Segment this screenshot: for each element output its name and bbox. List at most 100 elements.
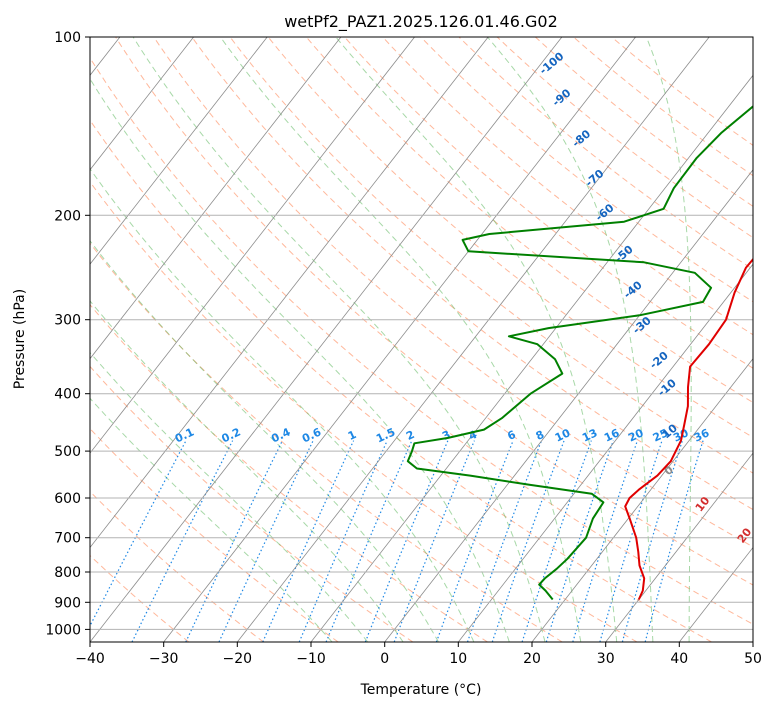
moist-adiabat-label: -100 xyxy=(537,49,567,77)
y-axis-label: Pressure (hPa) xyxy=(12,289,28,389)
mixing-ratio-line xyxy=(262,440,355,642)
mixing-ratio-line xyxy=(521,440,592,642)
isotherm-line xyxy=(90,37,563,642)
moist-adiabat-line xyxy=(132,37,546,642)
dry-adiabat-line xyxy=(305,37,753,404)
mixing-ratio-line xyxy=(491,440,565,642)
mixing-ratio-label: 4 xyxy=(467,428,480,443)
dry-adiabat-line xyxy=(90,365,414,642)
y-tick-label: 400 xyxy=(54,387,81,403)
x-tick-label: 40 xyxy=(670,651,688,667)
mixing-ratio-label: 3 xyxy=(440,428,452,443)
mixing-ratio-label: 0.1 xyxy=(173,425,196,445)
mixing-ratio-label: 1.5 xyxy=(374,425,397,445)
mixing-ratio-line xyxy=(572,440,638,642)
isotherm-line xyxy=(531,358,753,642)
dry-adiabat-line xyxy=(229,37,753,474)
mixing-ratio-line xyxy=(90,440,187,628)
mixing-ratio-label: 0.6 xyxy=(300,425,323,445)
y-axis: 100 200 300 400 500 600 700 800 900 1000 xyxy=(45,30,90,638)
dry-adiabat-line xyxy=(496,37,753,239)
mixing-ratio-line xyxy=(599,440,663,642)
mixing-ratio-label: 0.4 xyxy=(269,425,292,445)
y-tick-label: 800 xyxy=(54,565,81,581)
dry-adiabat-line xyxy=(115,37,753,586)
moist-adiabat-line xyxy=(90,240,439,642)
isotherm-line xyxy=(90,37,268,265)
moist-adiabat-line xyxy=(645,37,692,642)
x-tick-label: 10 xyxy=(449,651,467,667)
moist-adiabat-line xyxy=(90,167,475,642)
y-tick-label: 500 xyxy=(54,444,81,460)
isotherm-line xyxy=(163,37,636,642)
dry-adiabat-line xyxy=(153,37,753,548)
x-tick-label: 0 xyxy=(380,651,389,667)
dry-adiabat-label: 10 xyxy=(693,494,713,514)
mixing-ratio-label: 20 xyxy=(626,426,646,444)
dry-adiabat-line xyxy=(420,37,753,303)
mixing-ratio-label: 13 xyxy=(580,426,599,444)
mixing-ratio-label: 25 xyxy=(651,426,670,444)
x-tick-label: −30 xyxy=(149,651,179,667)
mixing-ratio-label: 16 xyxy=(602,426,622,444)
isotherm-line xyxy=(457,263,753,642)
y-tick-label: 100 xyxy=(54,30,81,46)
isotherm-line xyxy=(310,74,753,642)
moist-adiabat-label: -90 xyxy=(550,86,574,109)
dry-adiabat-line xyxy=(382,37,753,336)
x-axis-label: Temperature (°C) xyxy=(360,682,482,698)
moist-adiabat-label: -70 xyxy=(583,167,607,190)
dry-adiabat-line xyxy=(191,37,753,511)
grid-lines xyxy=(90,37,753,642)
mixing-ratio-line xyxy=(185,440,283,642)
moist-adiabat-label: -80 xyxy=(570,127,594,150)
moist-adiabat-label: -30 xyxy=(630,314,654,337)
dry-adiabat-label: 20 xyxy=(735,525,755,545)
mixing-ratio-label: 8 xyxy=(534,428,546,443)
isotherm-line xyxy=(752,641,753,642)
moist-adiabat-label: -10 xyxy=(655,376,679,399)
x-axis: −40 −30 −20 −10 0 10 20 30 40 50 xyxy=(75,642,762,667)
dry-adiabat-line xyxy=(611,37,753,146)
moist-adiabat-line xyxy=(90,351,369,642)
dry-adiabat-line xyxy=(90,242,563,642)
profile-lines xyxy=(406,105,753,601)
isotherm-line xyxy=(90,37,489,549)
x-tick-label: −40 xyxy=(75,651,105,667)
mixing-ratio-line xyxy=(298,440,388,642)
x-tick-label: 30 xyxy=(597,651,615,667)
y-tick-label: 600 xyxy=(54,491,81,507)
moist-adiabat-label: -20 xyxy=(647,349,671,372)
background-lines xyxy=(90,37,753,642)
isotherm-line xyxy=(90,37,415,454)
moist-adiabat-line xyxy=(90,300,404,642)
dewpoint-line xyxy=(406,105,753,601)
dry-adiabat-line xyxy=(534,37,753,207)
y-tick-label: 700 xyxy=(54,531,81,547)
mixing-ratio-label: 0.2 xyxy=(220,425,243,445)
moist-adiabat-line xyxy=(90,77,510,642)
mixing-ratio-line xyxy=(466,440,543,642)
mixing-ratio-line xyxy=(325,440,413,642)
moist-adiabat-line xyxy=(335,37,618,642)
chart-title: wetPf2_PAZ1.2025.126.01.46.G02 xyxy=(284,12,558,32)
moist-adiabat-line xyxy=(219,37,582,642)
dry-adiabat-line xyxy=(344,37,753,369)
mixing-ratio-line xyxy=(644,440,704,642)
temperature-line xyxy=(624,257,753,600)
dry-adiabat-line xyxy=(90,56,753,625)
dry-adiabat-line xyxy=(90,303,488,642)
isotherm-line xyxy=(90,37,342,360)
dry-adiabat-line xyxy=(90,490,264,642)
y-tick-label: 900 xyxy=(54,595,81,611)
x-tick-label: −10 xyxy=(296,651,326,667)
plot-frame xyxy=(89,36,754,643)
dry-adiabat-line xyxy=(267,37,753,438)
x-tick-label: 50 xyxy=(744,651,762,667)
line-labels: 0.1 0.2 0.4 0.6 1 1.5 2 3 4 6 8 10 13 16 20 25 30 3610200… xyxy=(173,49,755,545)
dry-adiabat-line xyxy=(90,119,712,642)
y-tick-label: 200 xyxy=(54,208,81,224)
mixing-ratio-label: 10 xyxy=(553,426,573,444)
moist-adiabat-label: -40 xyxy=(621,278,645,301)
